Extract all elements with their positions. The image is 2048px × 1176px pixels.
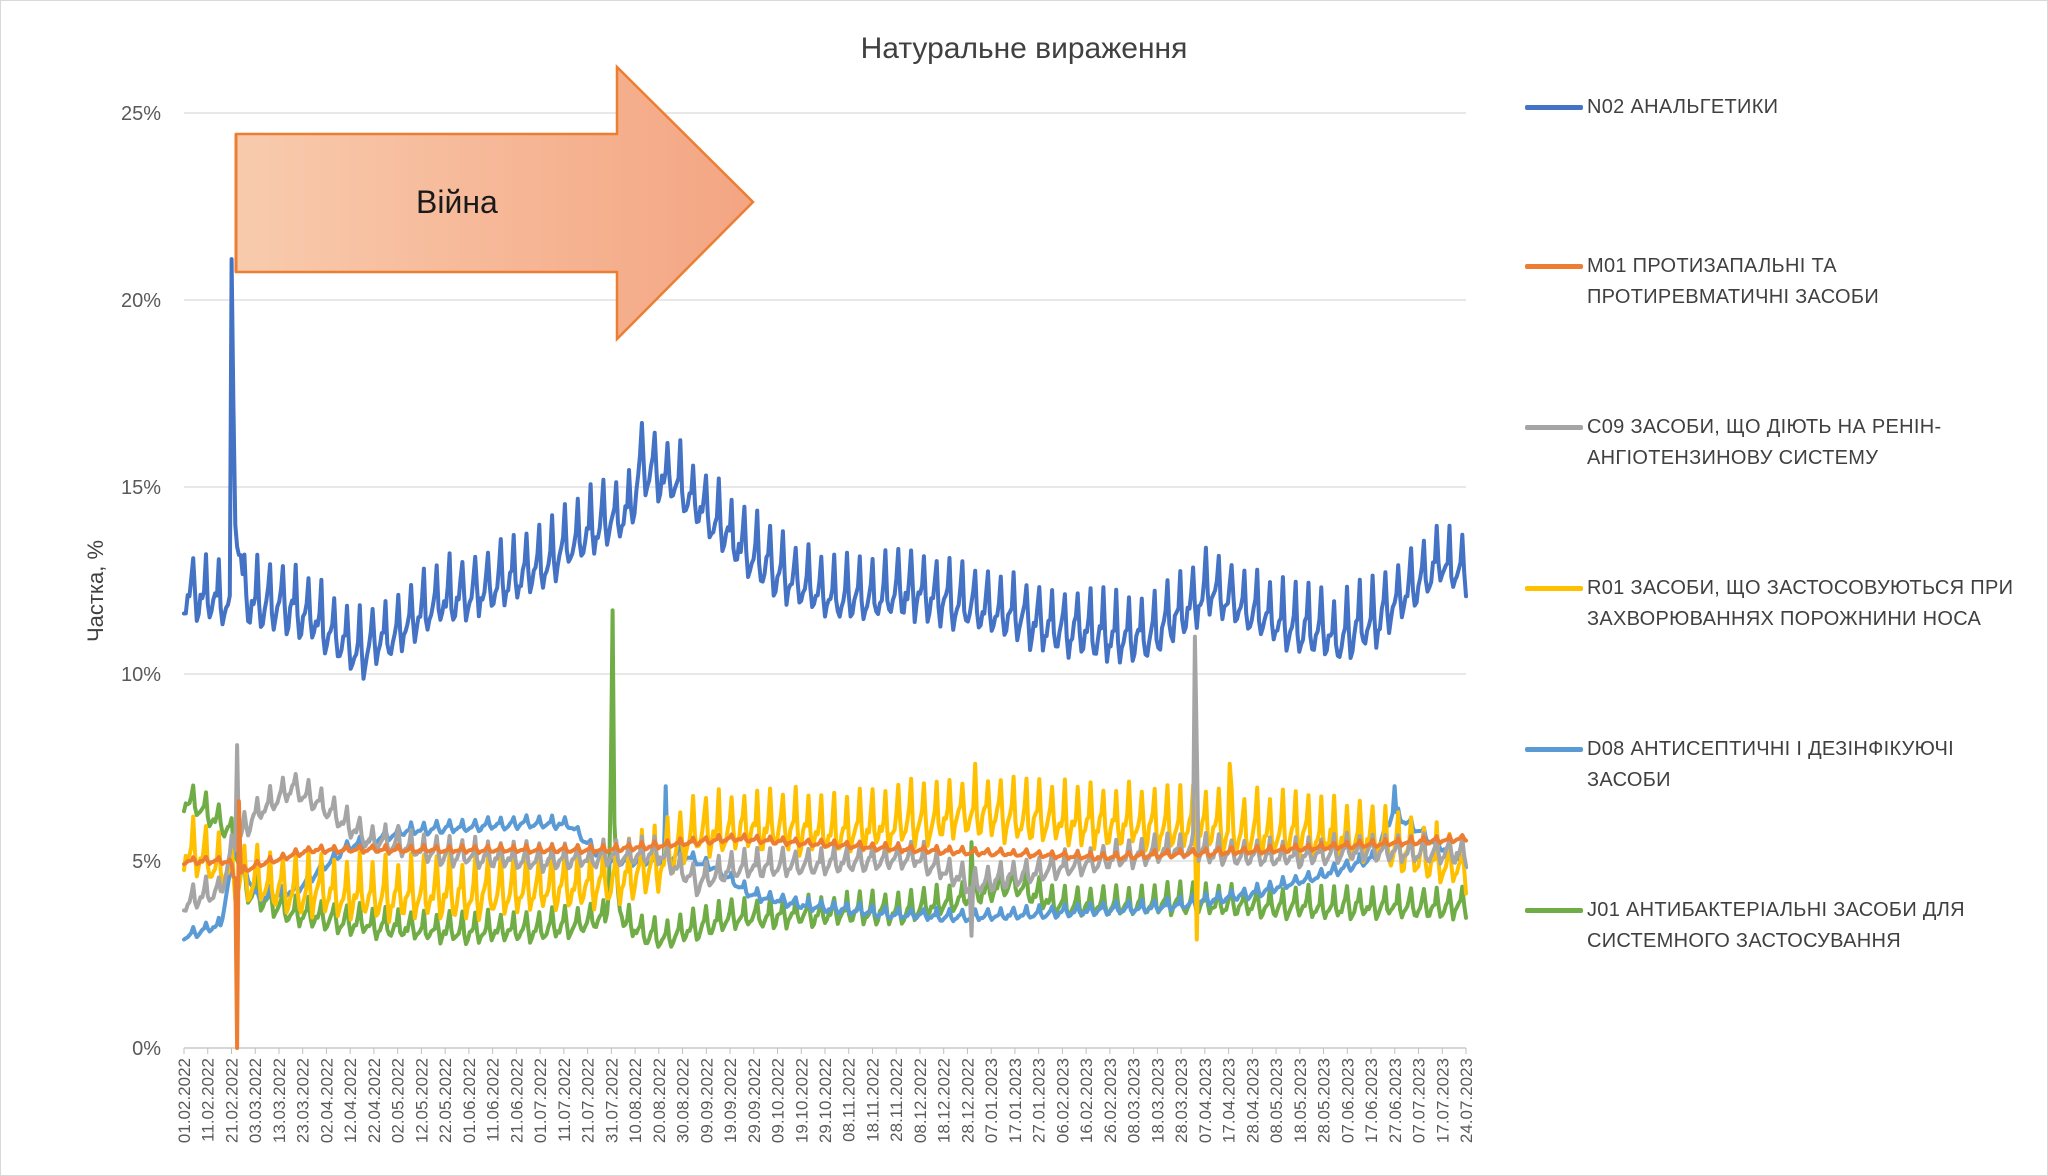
x-tick-label: 29.10.2022 <box>816 1058 835 1143</box>
y-axis-ticks: 0% 5% 10% 15% 20% 25% <box>121 103 161 1060</box>
legend-label-j01: J01 АНТИБАКТЕРІАЛЬНІ ЗАСОБИ ДЛЯ СИСТЕМНО… <box>1587 899 1965 952</box>
x-tick-label: 18.12.2022 <box>935 1058 954 1143</box>
series-line-j01 <box>182 608 1468 949</box>
x-tick-label: 23.03.2022 <box>294 1058 313 1143</box>
x-tick-label: 26.02.2023 <box>1101 1058 1120 1143</box>
x-tick-label: 09.09.2022 <box>697 1058 716 1143</box>
x-tick-label: 18.03.2023 <box>1148 1058 1167 1143</box>
y-tick-label: 20% <box>121 290 161 312</box>
x-tick-label: 11.06.2022 <box>484 1058 503 1142</box>
x-tick-label: 08.05.2023 <box>1267 1058 1286 1143</box>
x-tick-label: 11.07.2022 <box>555 1058 574 1142</box>
y-tick-label: 10% <box>121 664 161 686</box>
x-tick-label: 13.03.2022 <box>270 1058 289 1143</box>
x-tick-label: 21.06.2022 <box>507 1058 526 1143</box>
x-tick-label: 17.04.2023 <box>1220 1058 1239 1143</box>
x-tick-label: 30.08.2022 <box>674 1058 693 1143</box>
x-tick-label: 24.07.2023 <box>1457 1058 1476 1143</box>
war-arrow-layer <box>234 63 755 343</box>
x-tick-label: 07.07.2023 <box>1410 1058 1429 1143</box>
legend-label-m01: M01 ПРОТИЗАПАЛЬНІ ТА ПРОТИРЕВМАТИЧНІ ЗАС… <box>1587 255 1880 308</box>
x-tick-label: 17.06.2023 <box>1362 1058 1381 1143</box>
legend-swatch-n02 <box>1525 105 1583 110</box>
legend-label-r01: R01 ЗАСОБИ, ЩО ЗАСТОСОВУЮТЬСЯ ПРИ ЗАХВОР… <box>1587 577 2014 630</box>
x-tick-label: 03.03.2022 <box>246 1058 265 1143</box>
series-line-n02 <box>182 257 1468 681</box>
x-tick-label: 07.04.2023 <box>1196 1058 1215 1143</box>
x-tick-label: 02.04.2022 <box>317 1058 336 1143</box>
x-tick-label: 01.07.2022 <box>531 1058 550 1143</box>
war-annotation-label: Війна <box>416 184 498 220</box>
x-tick-label: 21.02.2022 <box>222 1058 241 1143</box>
x-tick-label: 01.06.2022 <box>460 1058 479 1143</box>
series-line-c09 <box>182 634 1468 938</box>
x-tick-label: 16.02.2023 <box>1077 1058 1096 1143</box>
x-tick-label: 07.01.2023 <box>982 1058 1001 1143</box>
x-tick-label: 27.06.2023 <box>1386 1058 1405 1143</box>
series-line-m01 <box>182 799 1468 1050</box>
legend-label-c09: C09 ЗАСОБИ, ЩО ДІЮТЬ НА РЕНІН-АНГІОТЕНЗИ… <box>1587 416 1942 469</box>
x-tick-label: 29.09.2022 <box>745 1058 764 1143</box>
y-tick-label: 5% <box>132 851 161 873</box>
x-tick-label: 22.05.2022 <box>436 1058 455 1143</box>
legend-label-n02: N02 АНАЛЬГЕТИКИ <box>1587 96 1779 118</box>
x-tick-label: 28.12.2022 <box>958 1058 977 1143</box>
x-tick-label: 31.07.2022 <box>602 1058 621 1143</box>
y-tick-label: 25% <box>121 103 161 125</box>
x-tick-label: 01.02.2022 <box>175 1058 194 1143</box>
x-tick-label: 18.05.2023 <box>1291 1058 1310 1143</box>
x-tick-label: 08.11.2022 <box>840 1058 859 1142</box>
x-tick-label: 09.10.2022 <box>769 1058 788 1143</box>
x-tick-label: 08.12.2022 <box>911 1058 930 1143</box>
legend-swatch-m01 <box>1525 264 1583 269</box>
x-tick-label: 02.05.2022 <box>389 1058 408 1143</box>
legend-label-d08: D08 АНТИСЕПТИЧНІ І ДЕЗІНФІКУЮЧІ ЗАСОБИ <box>1587 738 1954 791</box>
x-tick-label: 28.11.2022 <box>887 1058 906 1142</box>
x-tick-label: 22.04.2022 <box>365 1058 384 1143</box>
x-tick-label: 28.03.2023 <box>1172 1058 1191 1143</box>
x-tick-label: 06.02.2023 <box>1053 1058 1072 1143</box>
legend-swatch-c09 <box>1525 425 1583 430</box>
chart-title: Натуральне вираження <box>861 32 1188 65</box>
x-tick-label: 10.08.2022 <box>626 1058 645 1143</box>
x-tick-label: 27.01.2023 <box>1030 1058 1049 1143</box>
x-tick-label: 28.04.2023 <box>1243 1058 1262 1143</box>
x-axis-ticks: 01.02.2022 11.02.2022 21.02.2022 03.03.2022… <box>175 1048 1476 1143</box>
x-tick-label: 12.05.2022 <box>412 1058 431 1143</box>
war-arrow <box>234 63 755 343</box>
x-tick-label: 17.01.2023 <box>1006 1058 1025 1143</box>
y-axis-label: Частка, % <box>83 540 108 642</box>
x-tick-label: 08.03.2023 <box>1125 1058 1144 1143</box>
x-tick-label: 17.07.2023 <box>1433 1058 1452 1143</box>
legend-swatch-j01 <box>1525 908 1583 913</box>
x-tick-label: 12.04.2022 <box>341 1058 360 1143</box>
y-tick-label: 0% <box>132 1038 161 1060</box>
y-tick-label: 15% <box>121 477 161 499</box>
legend-swatch-d08 <box>1525 747 1583 752</box>
x-tick-label: 11.02.2022 <box>199 1058 218 1142</box>
x-tick-label: 19.09.2022 <box>721 1058 740 1143</box>
x-tick-label: 07.06.2023 <box>1338 1058 1357 1143</box>
x-tick-label: 28.05.2023 <box>1315 1058 1334 1143</box>
x-tick-label: 19.10.2022 <box>792 1058 811 1143</box>
x-tick-label: 20.08.2022 <box>650 1058 669 1143</box>
series-lines <box>182 257 1468 1050</box>
legend-swatch-r01 <box>1525 586 1583 591</box>
x-tick-label: 18.11.2022 <box>863 1058 882 1142</box>
x-tick-label: 21.07.2022 <box>579 1058 598 1143</box>
